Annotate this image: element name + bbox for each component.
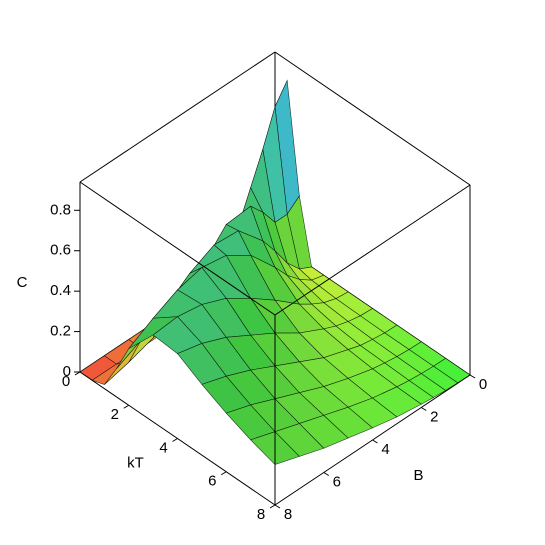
x-tick-label: 0	[62, 373, 70, 390]
box-edge	[79, 51, 276, 183]
box-edge	[274, 184, 471, 316]
y-tick-label: 4	[381, 441, 389, 458]
z-tick-label: 0	[63, 363, 71, 380]
x-tick	[269, 504, 276, 509]
x-tick-label: 4	[159, 439, 167, 456]
y-axis-label: B	[413, 467, 423, 484]
x-tick	[220, 471, 227, 476]
z-axis-label: C	[17, 274, 28, 291]
y-tick	[420, 407, 427, 411]
y-tick-label: 2	[430, 408, 438, 425]
x-tick-label: 6	[208, 473, 216, 490]
box-edge	[79, 181, 276, 316]
box-edge	[274, 51, 471, 186]
z-tick-label: 0.4	[50, 282, 71, 299]
y-tick	[469, 374, 476, 379]
box-front: 0 2 4 6 8 kT 0 2 4 6 8 B 0 0.2 0.4 0.6 0.8	[50, 51, 487, 523]
x-axis-label: kT	[127, 454, 144, 471]
y-tick-label: 8	[284, 506, 292, 523]
x-tick-label: 8	[257, 506, 265, 523]
y-tick	[323, 472, 330, 476]
y-tick	[274, 504, 281, 509]
y-tick-label: 0	[479, 376, 487, 393]
x-tick	[172, 438, 178, 442]
y-tick	[372, 439, 378, 444]
z-tick-label: 0.6	[50, 242, 71, 259]
y-tick-label: 6	[333, 473, 341, 490]
x-tick	[123, 404, 130, 409]
z-tick-label: 0.8	[50, 201, 71, 218]
x-tick-label: 2	[111, 406, 119, 423]
z-tick-label: 0.2	[50, 323, 71, 340]
